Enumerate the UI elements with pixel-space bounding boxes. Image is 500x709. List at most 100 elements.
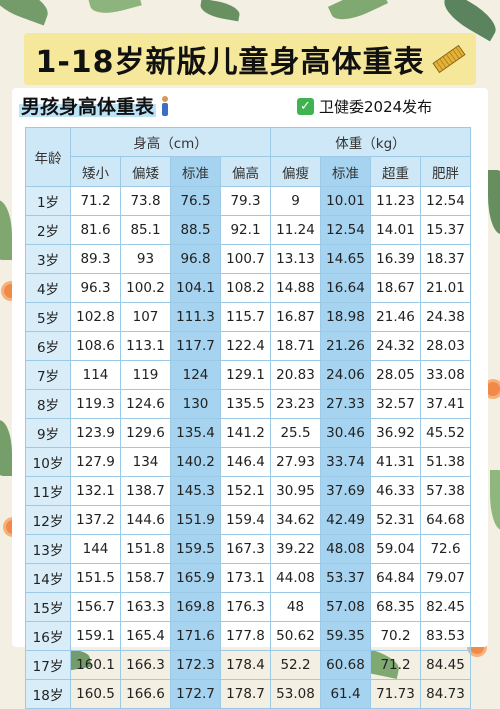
height-cell: 169.8 — [170, 592, 221, 622]
height-cell: 176.3 — [220, 592, 271, 622]
height-cell: 156.7 — [70, 592, 121, 622]
age-cell: 15岁 — [25, 592, 71, 622]
age-cell: 11岁 — [25, 476, 71, 506]
weight-cell: 50.62 — [270, 621, 321, 651]
age-cell: 17岁 — [25, 650, 71, 680]
weight-col-header: 肥胖 — [420, 156, 471, 187]
table-row: 2岁 81.6 85.1 88.5 92.1 11.24 12.54 14.01 15.37 — [25, 215, 471, 245]
weight-cell: 71.73 — [370, 679, 421, 709]
weight-cell: 37.41 — [420, 389, 471, 419]
weight-cell: 21.01 — [420, 273, 471, 303]
height-cell: 166.3 — [120, 650, 171, 680]
age-cell: 9岁 — [25, 418, 71, 448]
height-cell: 166.6 — [120, 679, 171, 709]
leaf-decoration — [0, 200, 12, 260]
weight-cell: 25.5 — [270, 418, 321, 448]
height-cell: 129.1 — [220, 360, 271, 390]
height-cell: 111.3 — [170, 302, 221, 332]
height-cell: 89.3 — [70, 244, 121, 274]
weight-cell: 52.31 — [370, 505, 421, 535]
weight-cell: 15.37 — [420, 215, 471, 245]
table-row: 15岁 156.7 163.3 169.8 176.3 48 57.08 68.35 82.45 — [25, 592, 471, 622]
table-body: 1岁 71.2 73.8 76.5 79.3 9 10.01 11.23 12.54 2岁 81.6… — [25, 186, 471, 709]
weight-cell: 11.23 — [370, 186, 421, 216]
height-cell: 85.1 — [120, 215, 171, 245]
weight-cell: 39.22 — [270, 534, 321, 564]
weight-cell: 59.04 — [370, 534, 421, 564]
weight-cell: 21.46 — [370, 302, 421, 332]
age-cell: 6岁 — [25, 331, 71, 361]
weight-cell: 27.33 — [320, 389, 371, 419]
height-cell: 108.6 — [70, 331, 121, 361]
height-cell: 117.7 — [170, 331, 221, 361]
weight-cell: 70.2 — [370, 621, 421, 651]
height-cell: 130 — [170, 389, 221, 419]
height-cell: 159.1 — [70, 621, 121, 651]
ruler-icon — [431, 44, 466, 74]
table-row: 12岁 137.2 144.6 151.9 159.4 34.62 42.49 52.31 64… — [25, 505, 471, 535]
weight-cell: 18.98 — [320, 302, 371, 332]
height-cell: 163.3 — [120, 592, 171, 622]
weight-col-header: 标准 — [320, 156, 371, 187]
source-badge-text: 卫健委2024发布 — [319, 98, 433, 116]
weight-cell: 20.83 — [270, 360, 321, 390]
leaf-decoration — [0, 420, 12, 476]
age-cell: 8岁 — [25, 389, 71, 419]
height-cell: 177.8 — [220, 621, 271, 651]
height-cell: 140.2 — [170, 447, 221, 477]
weight-cell: 82.45 — [420, 592, 471, 622]
leaf-decoration — [488, 170, 500, 234]
height-cell: 100.7 — [220, 244, 271, 274]
age-cell: 16岁 — [25, 621, 71, 651]
height-cell: 129.6 — [120, 418, 171, 448]
height-cell: 81.6 — [70, 215, 121, 245]
table-row: 4岁 96.3 100.2 104.1 108.2 14.88 16.64 18.67 21.0… — [25, 273, 471, 303]
weight-group-header: 体重（kg） — [270, 127, 471, 157]
table-row: 14岁 151.5 158.7 165.9 173.1 44.08 53.37 64.84 79… — [25, 563, 471, 593]
height-cell: 135.5 — [220, 389, 271, 419]
boy-icon — [160, 95, 170, 116]
weight-cell: 30.46 — [320, 418, 371, 448]
height-cell: 178.4 — [220, 650, 271, 680]
height-cell: 151.8 — [120, 534, 171, 564]
height-cell: 124.6 — [120, 389, 171, 419]
height-cell: 134 — [120, 447, 171, 477]
weight-cell: 44.08 — [270, 563, 321, 593]
age-cell: 5岁 — [25, 302, 71, 332]
weight-cell: 57.08 — [320, 592, 371, 622]
height-cell: 119.3 — [70, 389, 121, 419]
weight-cell: 42.49 — [320, 505, 371, 535]
weight-cell: 41.31 — [370, 447, 421, 477]
leaf-decoration — [490, 470, 500, 530]
weight-cell: 16.39 — [370, 244, 421, 274]
source-badge: ✓ 卫健委2024发布 — [297, 96, 432, 117]
weight-cell: 21.26 — [320, 331, 371, 361]
table-row: 10岁 127.9 134 140.2 146.4 27.93 33.74 41.31 51.3… — [25, 447, 471, 477]
height-cell: 115.7 — [220, 302, 271, 332]
weight-cell: 52.2 — [270, 650, 321, 680]
weight-cell: 84.45 — [420, 650, 471, 680]
weight-cell: 59.35 — [320, 621, 371, 651]
weight-cell: 33.74 — [320, 447, 371, 477]
weight-cell: 10.01 — [320, 186, 371, 216]
weight-cell: 34.62 — [270, 505, 321, 535]
height-cell: 88.5 — [170, 215, 221, 245]
weight-cell: 18.37 — [420, 244, 471, 274]
age-cell: 1岁 — [25, 186, 71, 216]
leaf-decoration — [198, 0, 242, 22]
height-cell: 124 — [170, 360, 221, 390]
height-cell: 107 — [120, 302, 171, 332]
table-row: 6岁 108.6 113.1 117.7 122.4 18.71 21.26 24.32 28.… — [25, 331, 471, 361]
leaf-decoration — [0, 0, 53, 26]
height-cell: 92.1 — [220, 215, 271, 245]
weight-cell: 24.06 — [320, 360, 371, 390]
weight-cell: 12.54 — [320, 215, 371, 245]
age-cell: 18岁 — [25, 679, 71, 709]
height-cell: 145.3 — [170, 476, 221, 506]
weight-cell: 53.37 — [320, 563, 371, 593]
table-row: 17岁 160.1 166.3 172.3 178.4 52.2 60.68 71.2 84.4… — [25, 650, 471, 680]
height-cell: 96.8 — [170, 244, 221, 274]
weight-cell: 12.54 — [420, 186, 471, 216]
height-col-header: 矮小 — [70, 156, 121, 187]
height-cell: 141.2 — [220, 418, 271, 448]
